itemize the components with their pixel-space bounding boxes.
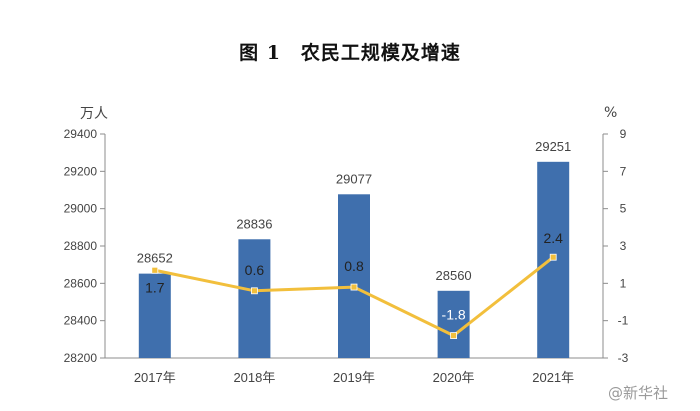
left-tick-label: 29000 — [64, 202, 98, 216]
left-tick-label: 28400 — [64, 314, 98, 328]
growth-value-label: 1.7 — [145, 279, 165, 295]
growth-value-label: 2.4 — [543, 230, 563, 246]
x-tick-label: 2019年 — [333, 370, 375, 385]
right-tick-label: 5 — [620, 202, 627, 216]
bar — [437, 290, 470, 358]
right-tick-label: 7 — [620, 164, 627, 178]
right-axis-unit: % — [604, 105, 618, 121]
right-tick-label: -1 — [618, 314, 629, 328]
growth-point — [350, 283, 358, 291]
left-tick-label: 29400 — [64, 127, 98, 141]
x-tick-label: 2017年 — [134, 370, 176, 385]
growth-point — [549, 253, 557, 261]
chart-title: 图 1 农民工规模及增速 — [239, 42, 461, 64]
left-axis-unit: 万人 — [80, 106, 108, 122]
bar — [138, 273, 171, 358]
right-tick-label: 9 — [620, 127, 627, 141]
bar-value-label: 28560 — [436, 268, 472, 283]
bar-value-label: 29251 — [535, 139, 571, 154]
bar-value-label: 29077 — [336, 171, 372, 186]
growth-value-label: 0.8 — [344, 258, 364, 274]
watermark: @新华社 — [608, 384, 669, 402]
left-tick-label: 28600 — [64, 276, 98, 290]
left-tick-label: 28800 — [64, 239, 98, 253]
x-tick-label: 2021年 — [532, 370, 574, 385]
left-tick-label: 28200 — [64, 351, 98, 365]
x-tick-label: 2020年 — [433, 370, 475, 385]
bar-value-label: 28836 — [236, 216, 272, 231]
left-tick-label: 29200 — [64, 164, 98, 178]
right-tick-label: -3 — [618, 351, 629, 365]
growth-point — [250, 287, 258, 295]
bar — [338, 194, 370, 358]
right-tick-label: 3 — [620, 239, 627, 253]
growth-value-label: -1.8 — [442, 307, 466, 323]
bar — [238, 239, 271, 358]
growth-point — [151, 266, 159, 274]
right-tick-label: 1 — [620, 276, 627, 290]
growth-point — [450, 332, 458, 340]
x-tick-label: 2018年 — [233, 370, 275, 385]
bar-value-label: 28652 — [137, 251, 173, 266]
growth-value-label: 0.6 — [245, 262, 265, 278]
